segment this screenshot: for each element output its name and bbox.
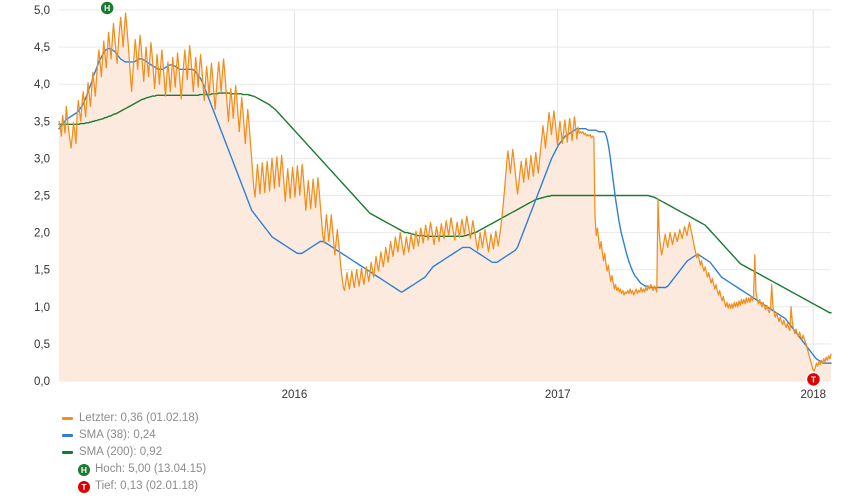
y-axis-label: 4,0 (34, 79, 50, 91)
x-axis-label: 2017 (545, 389, 571, 401)
y-axis-label: 4,5 (34, 42, 50, 54)
low-marker-letter: T (811, 375, 817, 385)
y-axis-label: 0,5 (34, 339, 50, 351)
x-axis-label: 2016 (282, 389, 308, 401)
legend-label: Letzter: 0,36 (01.02.18) (79, 412, 199, 424)
x-axis-label: 2018 (800, 389, 826, 401)
legend-label: Tief: 0,13 (02.01.18) (95, 480, 199, 492)
low-marker-circle (805, 371, 822, 388)
high-marker[interactable]: H (99, 0, 115, 16)
series-line-sma-200[interactable] (58, 92, 832, 314)
y-axis-label: 3,0 (34, 153, 50, 165)
legend-item-hoch[interactable]: H Hoch: 5,00 (13.04.15) (62, 461, 206, 478)
y-axis-label: 2,0 (34, 228, 50, 240)
y-axis-label: 0,0 (34, 376, 50, 388)
legend-label: SMA (200): 0,92 (79, 446, 163, 458)
y-axis-label: 2,5 (34, 191, 50, 203)
chart-legend: Letzter: 0,36 (01.02.18) SMA (38): 0,24 SM… (62, 410, 206, 495)
series-line-letzter[interactable] (58, 12, 832, 372)
high-badge-icon: H (78, 463, 90, 476)
legend-item-sma38[interactable]: SMA (38): 0,24 (62, 427, 206, 444)
y-axis-label: 5,0 (34, 5, 50, 17)
legend-item-letzter[interactable]: Letzter: 0,36 (01.02.18) (62, 410, 206, 427)
high-marker-letter: H (104, 3, 110, 13)
low-badge-icon: T (78, 480, 90, 493)
low-marker[interactable]: T (805, 371, 822, 388)
legend-item-sma200[interactable]: SMA (200): 0,92 (62, 444, 206, 461)
high-marker-circle (99, 0, 115, 16)
legend-swatch (62, 417, 73, 420)
y-axis-label: 1,0 (34, 302, 50, 314)
legend-label: Hoch: 5,00 (13.04.15) (95, 463, 207, 475)
y-axis-label: 1,5 (34, 265, 50, 277)
legend-swatch (62, 451, 73, 454)
y-axis-label: 3,5 (34, 116, 50, 128)
legend-item-tief[interactable]: T Tief: 0,13 (02.01.18) (62, 478, 206, 495)
price-area-fill (59, 12, 831, 381)
legend-label: SMA (38): 0,24 (79, 429, 156, 441)
legend-swatch (62, 434, 73, 437)
